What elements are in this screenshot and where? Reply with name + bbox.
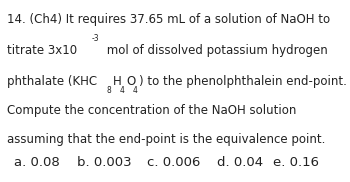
Text: phthalate (KHC: phthalate (KHC	[7, 75, 97, 88]
Text: a. 0.08: a. 0.08	[14, 156, 60, 169]
Text: d. 0.04: d. 0.04	[217, 156, 263, 169]
Text: ) to the phenolphthalein end-point.: ) to the phenolphthalein end-point.	[139, 75, 347, 88]
Text: c. 0.006: c. 0.006	[147, 156, 200, 169]
Text: titrate 3x10: titrate 3x10	[7, 44, 77, 57]
Text: H: H	[112, 75, 121, 88]
Text: e. 0.16: e. 0.16	[273, 156, 319, 169]
Text: 4: 4	[133, 86, 138, 94]
Text: assuming that the end-point is the equivalence point.: assuming that the end-point is the equiv…	[7, 133, 326, 146]
Text: O: O	[126, 75, 135, 88]
Text: b. 0.003: b. 0.003	[77, 156, 132, 169]
Text: 8: 8	[106, 86, 111, 94]
Text: mol of dissolved potassium hydrogen: mol of dissolved potassium hydrogen	[103, 44, 328, 57]
Text: -3: -3	[92, 34, 100, 43]
Text: Compute the concentration of the NaOH solution: Compute the concentration of the NaOH so…	[7, 104, 296, 117]
Text: 4: 4	[120, 86, 125, 94]
Text: 14. (Ch4) It requires 37.65 mL of a solution of NaOH to: 14. (Ch4) It requires 37.65 mL of a solu…	[7, 13, 330, 26]
